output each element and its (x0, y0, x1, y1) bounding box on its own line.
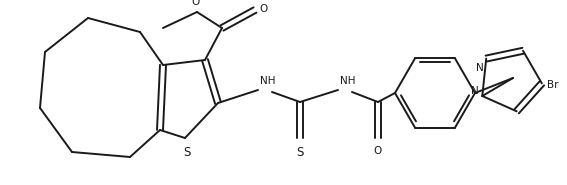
Text: O: O (374, 146, 382, 156)
Text: S: S (297, 146, 304, 159)
Text: Br: Br (547, 80, 558, 90)
Text: O: O (191, 0, 199, 7)
Text: N: N (471, 86, 479, 96)
Text: NH: NH (260, 76, 276, 86)
Text: NH: NH (340, 76, 356, 86)
Text: O: O (259, 4, 267, 14)
Text: S: S (183, 146, 191, 159)
Text: N: N (476, 63, 484, 73)
